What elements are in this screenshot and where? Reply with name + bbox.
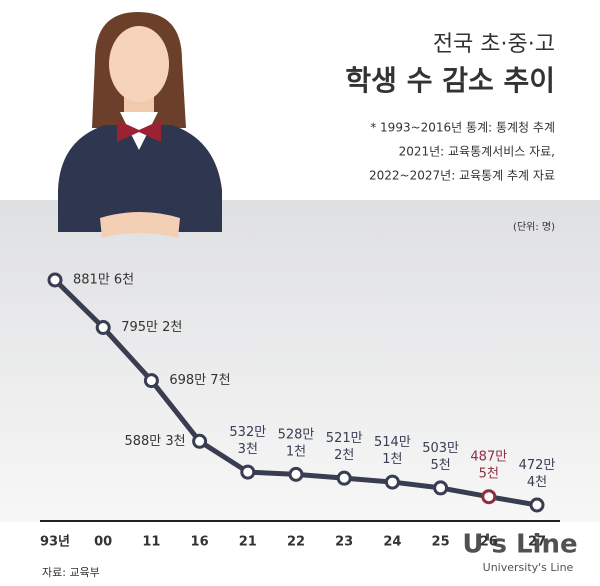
logo: U's Line	[462, 530, 577, 560]
marker	[95, 320, 111, 336]
x-tick-label: 27	[528, 535, 546, 550]
marker	[192, 433, 208, 449]
unit: (단위: 명)	[513, 220, 555, 233]
note: 2022~2027년: 교육통계 추계 자료	[369, 169, 555, 183]
marker	[336, 470, 352, 486]
marker	[47, 272, 63, 288]
x-tick-label: 23	[335, 535, 353, 550]
note: * 1993~2016년 통계: 통계청 추계	[370, 121, 555, 135]
marker	[529, 497, 545, 513]
value-label: 532만 3천	[229, 425, 266, 457]
marker	[288, 466, 304, 482]
note: 2021년: 교육통계서비스 자료,	[399, 145, 555, 159]
value-label: 588만 3천	[124, 434, 185, 449]
x-tick-label: 21	[239, 535, 257, 550]
value-label: 472만 4천	[519, 458, 556, 490]
marker	[143, 373, 159, 389]
marker	[240, 464, 256, 480]
x-tick-label: 24	[383, 535, 401, 550]
value-label: 795만 2천	[121, 320, 182, 335]
value-label: 528만 1천	[278, 427, 315, 459]
value-label: 503만 5천	[422, 440, 459, 472]
x-tick-label: 11	[142, 535, 160, 550]
logo-sub: University's Line	[483, 561, 574, 574]
x-tick-label: 26	[480, 535, 498, 550]
x-tick-label: 93년	[40, 535, 70, 550]
x-tick-label: 16	[191, 535, 209, 550]
value-label: 487만 5천	[470, 449, 507, 481]
value-label: 698만 7천	[169, 373, 230, 388]
title: 전국 초·중·고	[433, 32, 555, 57]
x-tick-label: 00	[94, 535, 112, 550]
source: 자료: 교육부	[42, 566, 100, 579]
illustration	[58, 12, 222, 238]
x-tick-label: 25	[432, 535, 450, 550]
marker	[433, 480, 449, 496]
value-label: 514만 1천	[374, 435, 411, 467]
marker	[384, 474, 400, 490]
x-tick-label: 22	[287, 535, 305, 550]
marker	[481, 489, 497, 505]
value-label: 881만 6천	[73, 273, 134, 288]
subtitle: 학생 수 감소 추이	[345, 64, 555, 97]
value-label: 521만 2천	[326, 431, 363, 463]
